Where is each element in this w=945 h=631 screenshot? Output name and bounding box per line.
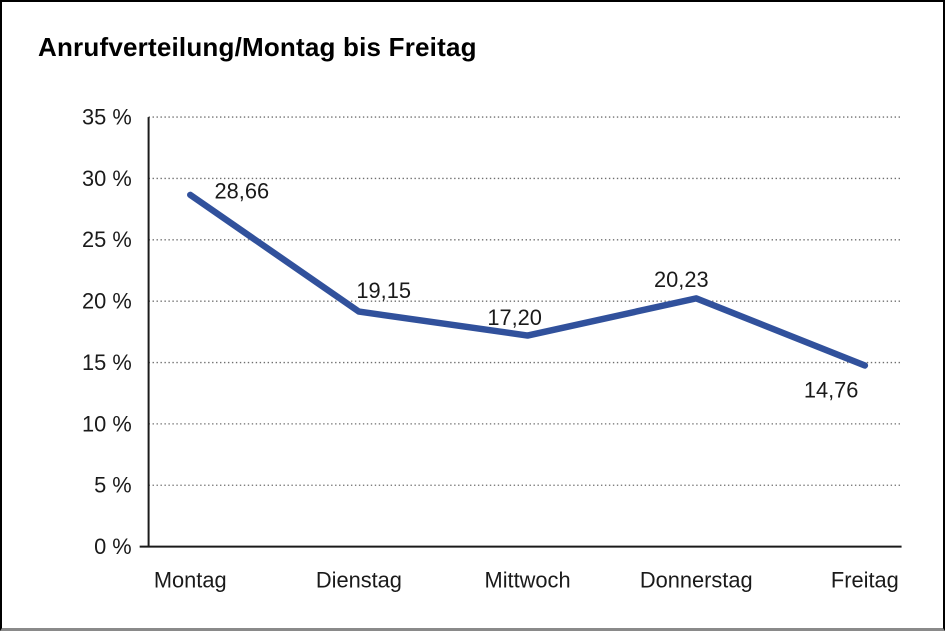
data-point-label: 14,76 [804, 378, 859, 403]
data-point-label: 19,15 [356, 278, 411, 303]
y-axis-label: 35 % [82, 105, 132, 130]
series-line [187, 191, 869, 369]
y-axis-label: 5 % [94, 473, 132, 498]
y-axis-label: 0 % [94, 534, 132, 559]
x-axis-label: Dienstag [316, 567, 402, 592]
data-point-label: 20,23 [654, 267, 709, 292]
x-axis-label: Freitag [831, 567, 899, 592]
y-axis-label: 15 % [82, 350, 132, 375]
x-axis-label: Mittwoch [485, 567, 571, 592]
y-axis-label: 10 % [82, 411, 132, 436]
data-point-label: 17,20 [487, 305, 542, 330]
x-axis-label: Donnerstag [640, 567, 753, 592]
y-axis-label: 30 % [82, 166, 132, 191]
y-axis-label: 25 % [82, 227, 132, 252]
x-axis-label: Montag [154, 567, 227, 592]
chart-title: Anrufverteilung/Montag bis Freitag [38, 32, 477, 62]
y-axis-label: 20 % [82, 289, 132, 314]
data-point-label: 28,66 [215, 178, 270, 203]
